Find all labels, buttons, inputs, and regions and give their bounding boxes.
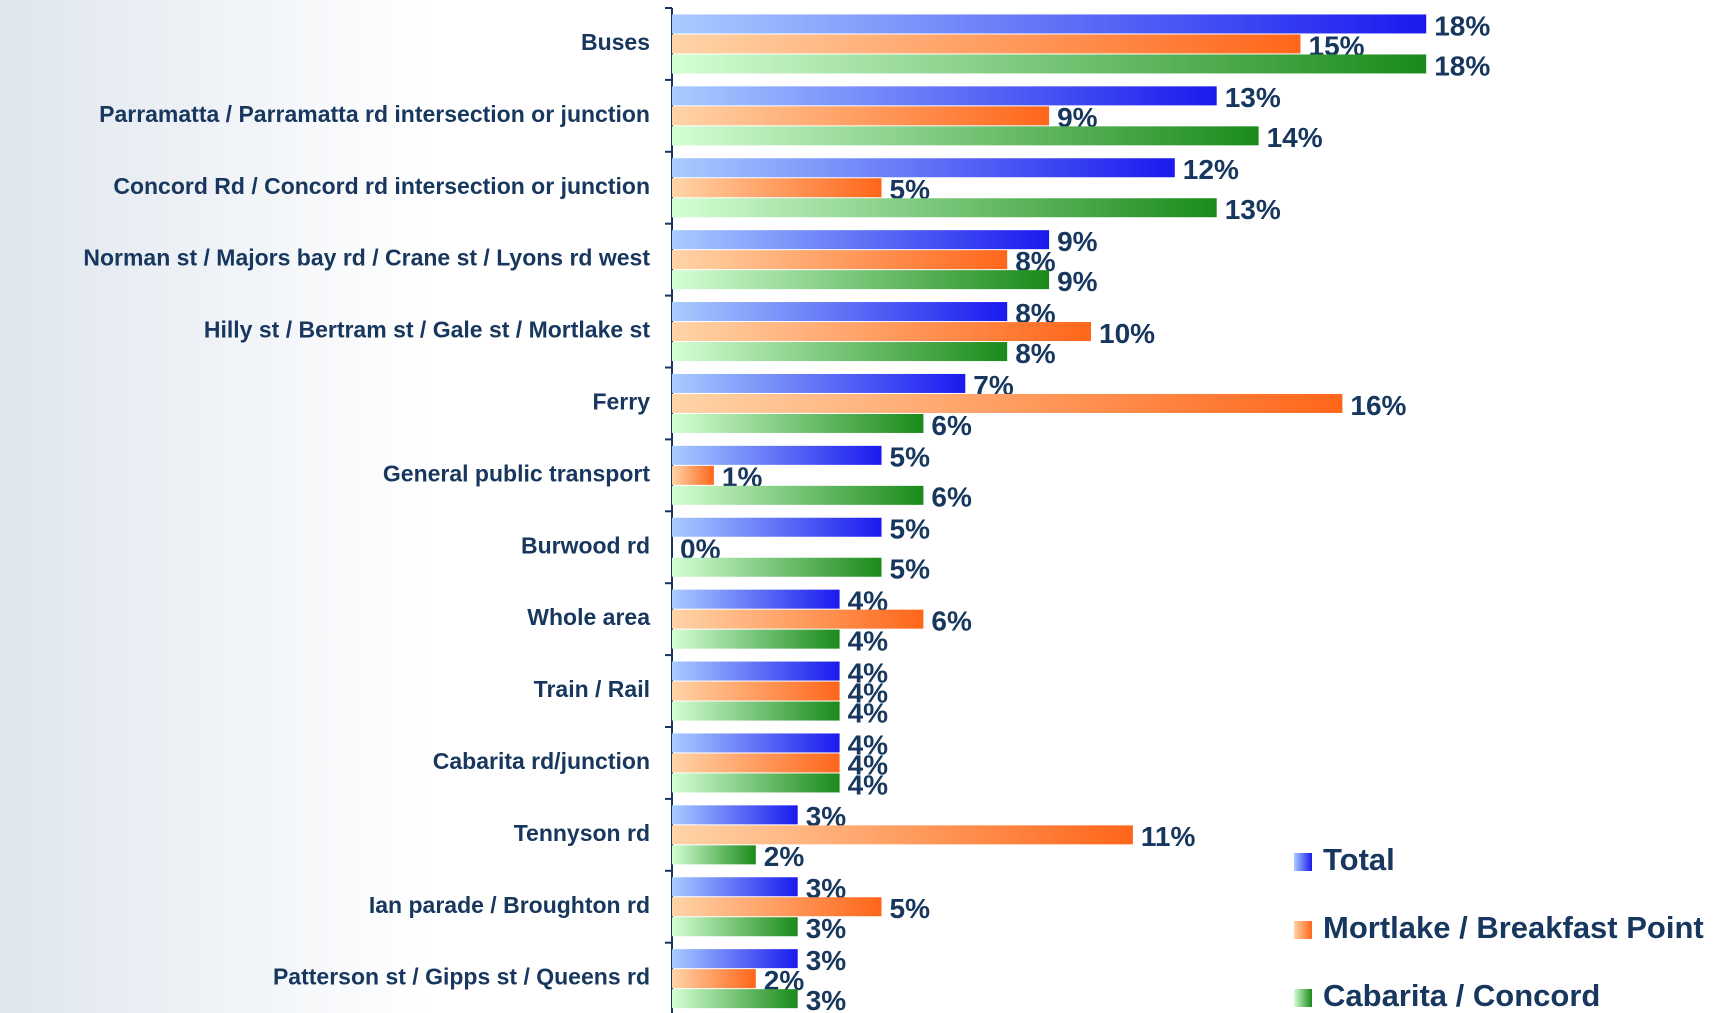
value-label: 6% [931,606,972,637]
bar [672,34,1301,54]
value-label: 13% [1225,194,1281,225]
bar [672,106,1050,126]
bar [672,485,924,505]
value-label: 8% [1015,338,1056,369]
bar [672,753,840,773]
bar [672,322,1091,342]
value-label: 10% [1099,318,1155,349]
legend-swatch [1294,921,1312,939]
bar [672,126,1259,146]
bar [672,877,798,897]
category-label: Whole area [527,604,650,630]
value-label: 6% [931,410,972,441]
value-label: 3% [806,985,847,1013]
value-label: 4% [848,657,889,688]
value-label: 5% [890,514,931,545]
bar [672,773,840,793]
category-label: Ferry [592,389,650,415]
category-label: Parramatta / Parramatta rd intersection … [99,101,650,127]
bar [672,917,798,937]
bar [672,198,1217,218]
bar [672,629,840,649]
bar [672,825,1133,845]
value-label: 9% [1057,226,1098,257]
legend-label: Total [1323,842,1395,877]
value-label: 6% [931,482,972,513]
bar [672,393,1343,413]
bar [672,517,882,537]
category-label: General public transport [383,460,650,486]
category-label: Hilly st / Bertram st / Gale st / Mortla… [204,317,650,343]
category-label: Train / Rail [534,676,650,702]
bar [672,989,798,1009]
value-label: 4% [848,729,889,760]
bar [672,373,966,393]
category-label: Norman st / Majors bay rd / Crane st / L… [83,245,650,271]
value-label: 2% [764,841,805,872]
bar [672,413,924,433]
value-label: 4% [848,677,889,708]
value-label: 18% [1434,10,1490,41]
value-label: 3% [806,945,847,976]
bar [672,445,882,465]
value-label: 5% [890,442,931,473]
bar [672,465,714,485]
value-label: 16% [1350,390,1406,421]
category-label: Ian parade / Broughton rd [369,892,650,918]
bar [672,701,840,721]
bar [672,178,882,198]
bar [672,342,1008,362]
bar [672,969,756,989]
bar [672,805,798,825]
value-label: 12% [1183,154,1239,185]
value-label: 4% [848,769,889,800]
bar [672,609,924,629]
category-label: Burwood rd [521,532,650,558]
value-label: 5% [890,554,931,585]
bar [672,897,882,917]
legend-swatch [1294,853,1312,871]
bar [672,557,882,577]
bar [672,14,1427,34]
bar [672,845,756,865]
legend-label: Cabarita / Concord [1323,978,1600,1013]
category-label: Buses [581,29,650,55]
value-label: 18% [1434,50,1490,81]
value-label: 14% [1267,122,1323,153]
legend-swatch [1294,989,1312,1007]
bar [672,949,798,969]
value-label: 4% [848,749,889,780]
bar [672,250,1008,270]
value-label: 11% [1141,821,1196,852]
category-label: Patterson st / Gipps st / Queens rd [273,964,650,990]
category-label: Cabarita rd/junction [433,748,650,774]
bar [672,270,1050,290]
value-label: 9% [1057,266,1098,297]
bar [672,158,1175,178]
value-label: 5% [890,893,931,924]
value-label: 3% [806,913,847,944]
bar [672,54,1427,74]
bar [672,681,840,701]
bar [672,86,1217,106]
value-label: 4% [848,626,889,657]
bar [672,302,1008,322]
bar [672,589,840,609]
value-label: 13% [1225,82,1281,113]
legend-label: Mortlake / Breakfast Point [1323,910,1704,945]
bar [672,230,1050,250]
category-label: Concord Rd / Concord rd intersection or … [113,173,650,199]
bar [672,733,840,753]
category-label: Tennyson rd [514,820,650,846]
bar [672,661,840,681]
value-label: 4% [848,697,889,728]
